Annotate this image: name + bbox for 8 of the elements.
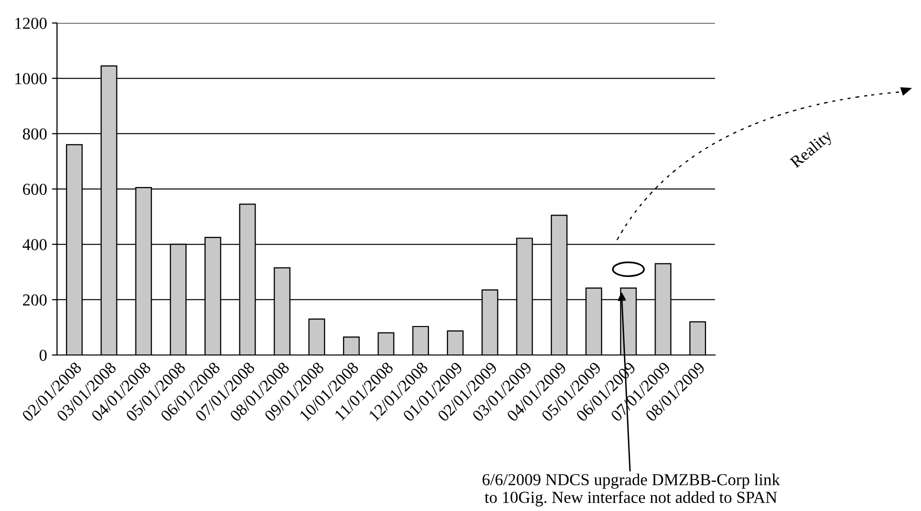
y-tick-label: 200 xyxy=(23,294,47,306)
y-tick-label: 800 xyxy=(22,128,47,140)
y-tick-label: 1200 xyxy=(15,18,47,29)
y-tick-label: 400 xyxy=(22,239,47,250)
y-tick-label: 0 xyxy=(40,350,47,361)
y-tick-label: 1000 xyxy=(15,73,47,84)
y-tick-label: 600 xyxy=(22,184,47,195)
annotation: 6/6/2009 NDCS upgrade DMZBB-Corp link to 10Gig. New interface not added to SPAN xyxy=(482,474,780,506)
